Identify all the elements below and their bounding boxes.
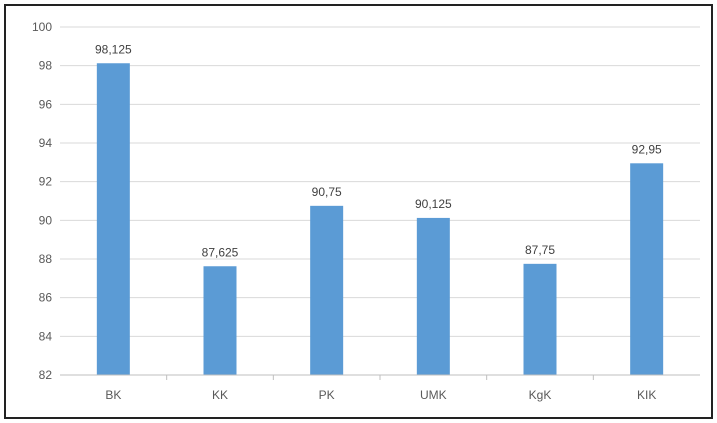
x-label-kgk: KgK — [529, 388, 552, 402]
data-label-kk: 87,625 — [202, 245, 239, 259]
y-tick-label-84: 84 — [39, 329, 53, 343]
x-label-kk: KK — [212, 388, 228, 402]
bar-kk — [203, 266, 237, 375]
data-labels: 98,125 87,625 90,75 90,125 87,75 92,95 — [95, 42, 662, 259]
x-label-pk: PK — [319, 388, 335, 402]
y-tick-label-100: 100 — [32, 20, 52, 34]
x-axis-labels: BK KK PK UMK KgK KIK — [105, 375, 656, 402]
y-tick-label-90: 90 — [39, 213, 53, 227]
bars — [96, 63, 664, 375]
bar-kik — [630, 163, 664, 375]
x-label-bk: BK — [105, 388, 121, 402]
bar-bk — [96, 63, 130, 375]
y-tick-label-82: 82 — [39, 368, 53, 382]
data-label-pk: 90,75 — [312, 185, 342, 199]
y-tick-label-88: 88 — [39, 252, 53, 266]
bar-pk — [310, 205, 344, 375]
y-tick-label-96: 96 — [39, 97, 53, 111]
y-tick-label-92: 92 — [39, 175, 53, 189]
y-tick-label-94: 94 — [39, 136, 53, 150]
y-tick-label-98: 98 — [39, 59, 53, 73]
y-tick-label-86: 86 — [39, 291, 53, 305]
x-label-kik: KIK — [637, 388, 656, 402]
data-label-bk: 98,125 — [95, 42, 132, 56]
bar-umk — [416, 217, 450, 375]
bar-kgk — [523, 263, 557, 375]
x-label-umk: UMK — [420, 388, 447, 402]
y-axis-ticks: 82 84 86 88 90 92 94 96 98 100 — [32, 20, 52, 382]
data-label-kgk: 87,75 — [525, 243, 555, 257]
data-label-kik: 92,95 — [632, 142, 662, 156]
data-label-umk: 90,125 — [415, 197, 452, 211]
gridlines — [60, 26, 700, 337]
